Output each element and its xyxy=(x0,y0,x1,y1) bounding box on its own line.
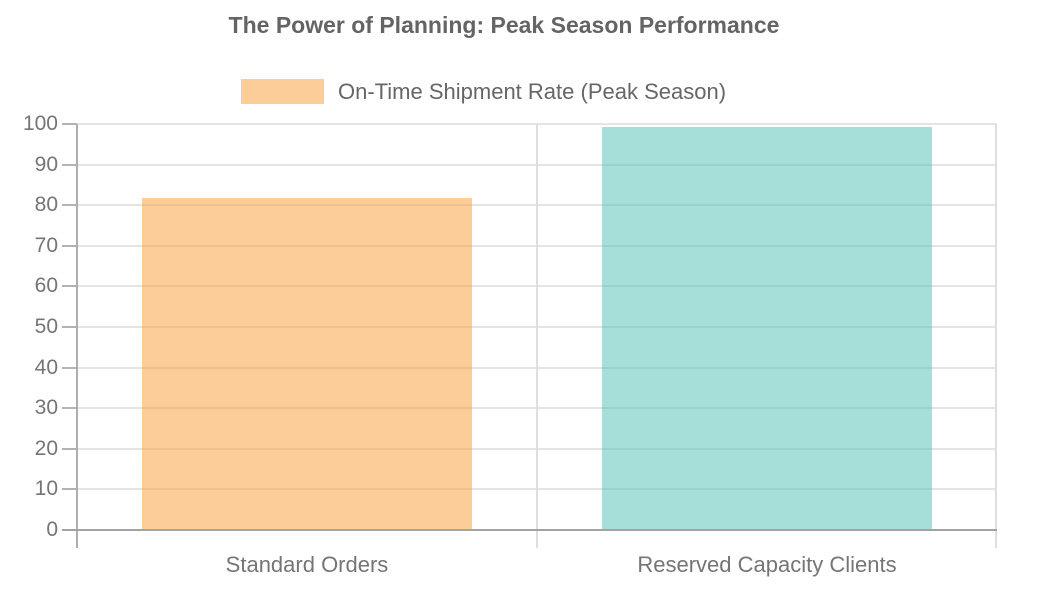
x-tick-label-1: Reserved Capacity Clients xyxy=(637,552,897,577)
legend-swatch xyxy=(241,79,324,104)
y-tick-mark-60 xyxy=(62,285,77,288)
plot-right-border-gridline xyxy=(995,124,997,548)
y-tick-mark-80 xyxy=(62,204,77,207)
y-tick-mark-20 xyxy=(62,447,77,450)
y-tick-label-90: 90 xyxy=(34,152,58,176)
plot-area xyxy=(77,123,997,530)
y-tick-label-70: 70 xyxy=(34,233,58,257)
x-axis-line xyxy=(62,529,997,531)
y-tick-label-20: 20 xyxy=(34,436,58,460)
y-tick-label-30: 30 xyxy=(34,396,58,420)
y-tick-mark-50 xyxy=(62,326,77,328)
y-tick-mark-70 xyxy=(62,244,77,247)
y-tick-label-50: 50 xyxy=(34,315,58,338)
y-tick-label-100: 100 xyxy=(22,112,58,135)
y-tick-label-10: 10 xyxy=(34,477,58,501)
y-tick-label-40: 40 xyxy=(34,355,58,379)
y-tick-mark-10 xyxy=(62,488,77,491)
bar-standard-orders xyxy=(142,198,472,530)
chart-title: The Power of Planning: Peak Season Perfo… xyxy=(228,12,780,38)
y-tick-mark-100 xyxy=(62,123,77,125)
y-axis-line xyxy=(76,124,78,548)
y-tick-mark-30 xyxy=(62,407,77,410)
legend-label: On-Time Shipment Rate (Peak Season) xyxy=(338,79,727,104)
y-tick-label-60: 60 xyxy=(34,274,58,298)
x-tick-label-0: Standard Orders xyxy=(225,552,389,577)
y-tick-mark-40 xyxy=(62,366,77,369)
y-tick-label-80: 80 xyxy=(34,193,58,217)
bar-reserved-capacity-clients xyxy=(602,127,932,530)
category-divider-gridline xyxy=(536,124,538,548)
y-tick-mark-90 xyxy=(62,163,77,166)
y-tick-label-0: 0 xyxy=(46,518,58,541)
